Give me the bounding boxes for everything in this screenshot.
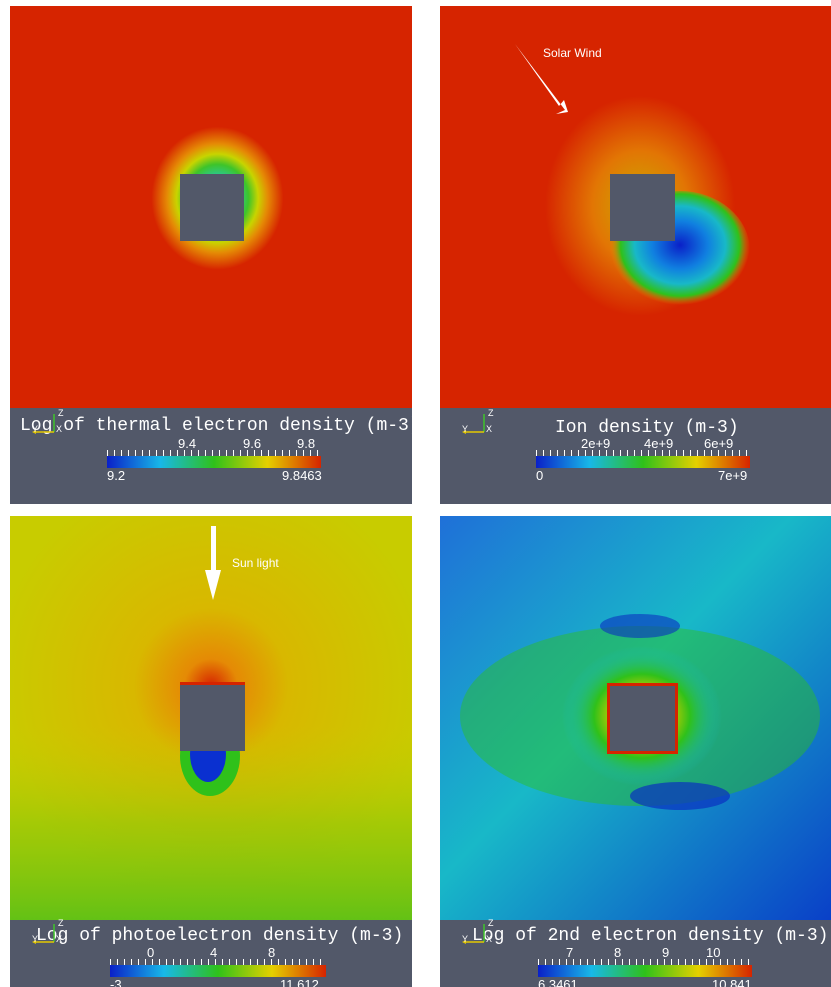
colorbar-ticks	[110, 959, 326, 966]
colorbar	[110, 965, 326, 977]
tick-label: 8	[614, 945, 622, 960]
panel-title: Log of thermal electron density (m-3)	[20, 416, 412, 436]
axes-triad-icon	[462, 924, 485, 944]
panel-photoelectron: Sun light Log of photoelectron density (…	[10, 516, 412, 987]
tick-label: 10	[706, 945, 721, 960]
panel-thermal-electron: Log of thermal electron density (m-3) Y …	[10, 6, 412, 504]
colorbar	[538, 965, 752, 977]
colorbar-min-label: -3	[110, 977, 122, 987]
panel-title: Log of 2nd electron density (m-3)	[472, 926, 829, 946]
solar-wind-arrow	[515, 44, 568, 114]
axes-triad-icon	[462, 414, 485, 434]
colorbar-min-label: 0	[536, 468, 544, 483]
tick-label: 4	[210, 945, 218, 960]
sun-light-annotation: Sun light	[232, 556, 279, 570]
solar-wind-annotation: Solar Wind	[543, 46, 602, 60]
axes-triad-icon	[32, 924, 55, 944]
axis-z-label: Z	[488, 918, 494, 928]
tick-label: 9.6	[243, 436, 262, 451]
panel-title: Ion density (m-3)	[555, 418, 739, 438]
axis-z-label: Z	[488, 408, 494, 418]
axis-y-label: Y	[462, 934, 469, 944]
colorbar-ticks	[538, 959, 752, 966]
colorbar-min-label: 9.2	[107, 468, 126, 483]
sun-light-arrow	[205, 526, 221, 600]
tick-label: 9	[662, 945, 670, 960]
axis-y-label: Y	[462, 424, 469, 434]
secondary-electron-density-plot	[440, 516, 831, 920]
colorbar-max-label: 7e+9	[718, 468, 748, 483]
tick-label: 6e+9	[704, 436, 734, 451]
colorbar-ticks	[107, 450, 321, 457]
axis-x-label: X	[56, 424, 63, 434]
object-block	[610, 686, 675, 751]
colorbar-ticks	[536, 450, 750, 457]
thermal-electron-density-plot	[10, 6, 412, 408]
colorbar-max-label: 10.841	[712, 977, 752, 987]
axis-x-label: X	[486, 424, 493, 434]
axis-x-label: X	[56, 934, 63, 944]
colorbar	[107, 456, 321, 468]
colorbar-max-label: 9.8463	[282, 468, 322, 483]
object-block	[610, 174, 675, 241]
axis-y-label: Y	[32, 934, 39, 944]
tick-label: 9.8	[297, 436, 316, 451]
photoelectron-density-plot	[10, 516, 412, 920]
object-block	[180, 684, 245, 751]
axis-x-label: X	[486, 934, 493, 944]
tick-label: 2e+9	[581, 436, 611, 451]
colorbar-max-label: 11.612	[280, 977, 319, 987]
tick-label: 7	[566, 945, 574, 960]
axis-y-label: Y	[32, 424, 39, 434]
tick-label: 4e+9	[644, 436, 674, 451]
tick-label: 8	[268, 945, 276, 960]
axis-z-label: Z	[58, 918, 64, 928]
object-block	[180, 174, 244, 241]
axis-z-label: Z	[58, 408, 64, 418]
tick-label: 9.4	[178, 436, 197, 451]
colorbar-min-label: 6.3461	[538, 977, 578, 987]
panel-title: Log of photoelectron density (m-3)	[36, 926, 404, 946]
panel-ion-density: Solar Wind Ion density (m-3) Y X Z 2e+9 …	[440, 6, 831, 504]
axes-triad-icon	[32, 414, 55, 434]
panel-secondary-electron: Log of 2nd electron density (m-3) Y X Z …	[440, 516, 831, 987]
tick-label: 0	[147, 945, 155, 960]
colorbar	[536, 456, 750, 468]
ion-density-plot	[440, 6, 831, 408]
